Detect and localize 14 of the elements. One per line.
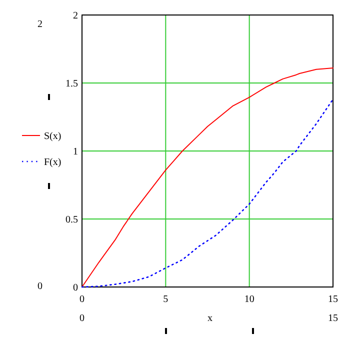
x-tick-label: 15 bbox=[328, 294, 338, 305]
legend-label: S(x) bbox=[44, 131, 62, 142]
y-tick-label: 1 bbox=[73, 146, 78, 158]
y-tick-label: 2 bbox=[73, 10, 78, 22]
y-tick-label: 1.5 bbox=[66, 78, 78, 90]
y-tick-label: 0 bbox=[73, 282, 78, 294]
y-tick-label: 0.5 bbox=[66, 214, 78, 226]
text: 2 bbox=[38, 19, 42, 30]
legend-label: F(x) bbox=[44, 157, 62, 168]
x-axis-title: x bbox=[208, 313, 212, 324]
x-tick-label: 10 bbox=[244, 294, 254, 305]
x-tick-label: 5 bbox=[163, 294, 168, 305]
text: 0 bbox=[38, 281, 42, 292]
text: 15 bbox=[328, 313, 338, 324]
